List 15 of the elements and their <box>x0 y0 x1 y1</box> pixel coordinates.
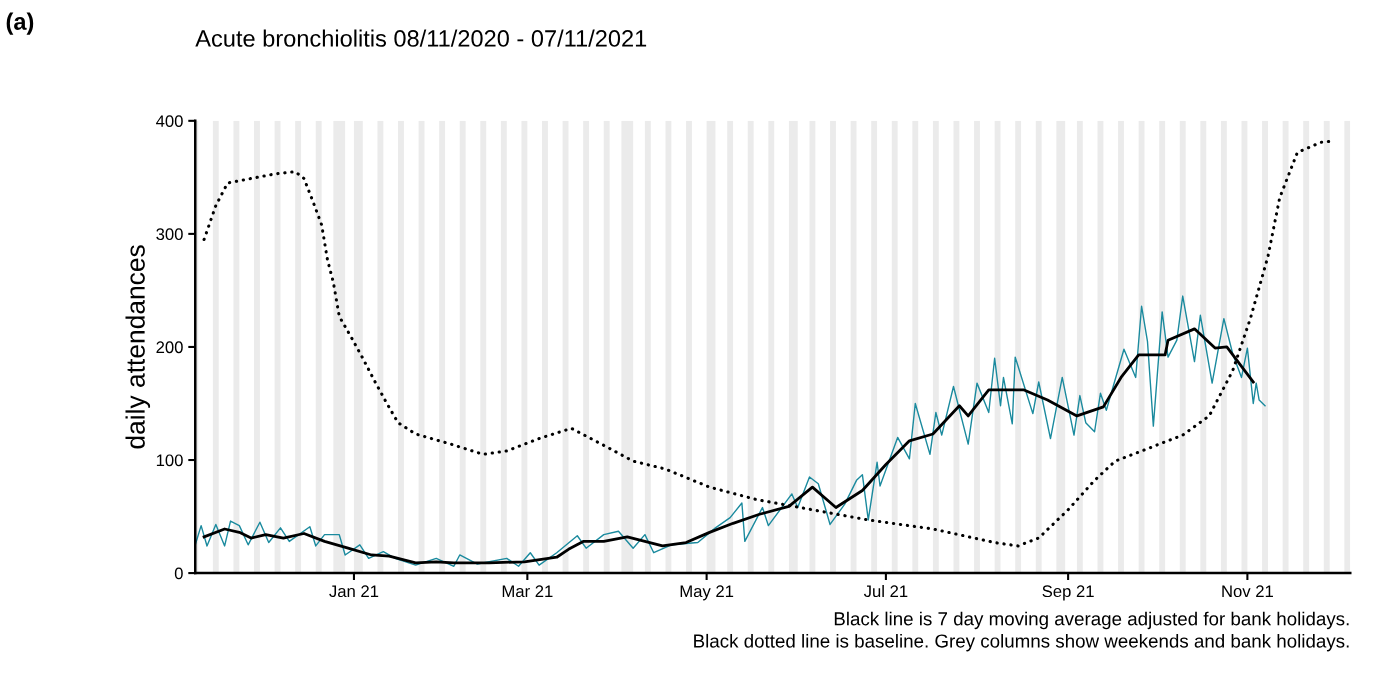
x-tick-label: Sep 21 <box>1042 585 1094 601</box>
y-axis-title: daily attendances <box>125 245 151 449</box>
y-tick-label: 0 <box>174 567 183 580</box>
x-tick-label: Jul 21 <box>863 584 908 598</box>
x-tick-label: Jan 21 <box>329 585 379 598</box>
x-tick-label: Mar 21 <box>502 585 553 598</box>
text: (a) <box>6 12 34 35</box>
chart-title: Acute bronchiolitis 08/11/2020 - 07/11/2021 <box>195 29 647 47</box>
y-tick-label: 300 <box>156 228 183 241</box>
text: Black line is 7 day moving average adjusted for bank holidays. Black dotted line is baseline. Grey columns show weekends and bank holidays. <box>694 611 1349 652</box>
x-tick-label: May 21 <box>680 585 734 601</box>
y-tick-label: 200 <box>156 341 183 354</box>
y-tick-label: 400 <box>156 115 183 128</box>
y-tick-label: 100 <box>156 454 183 467</box>
x-tick-label: Nov 21 <box>1222 585 1273 598</box>
